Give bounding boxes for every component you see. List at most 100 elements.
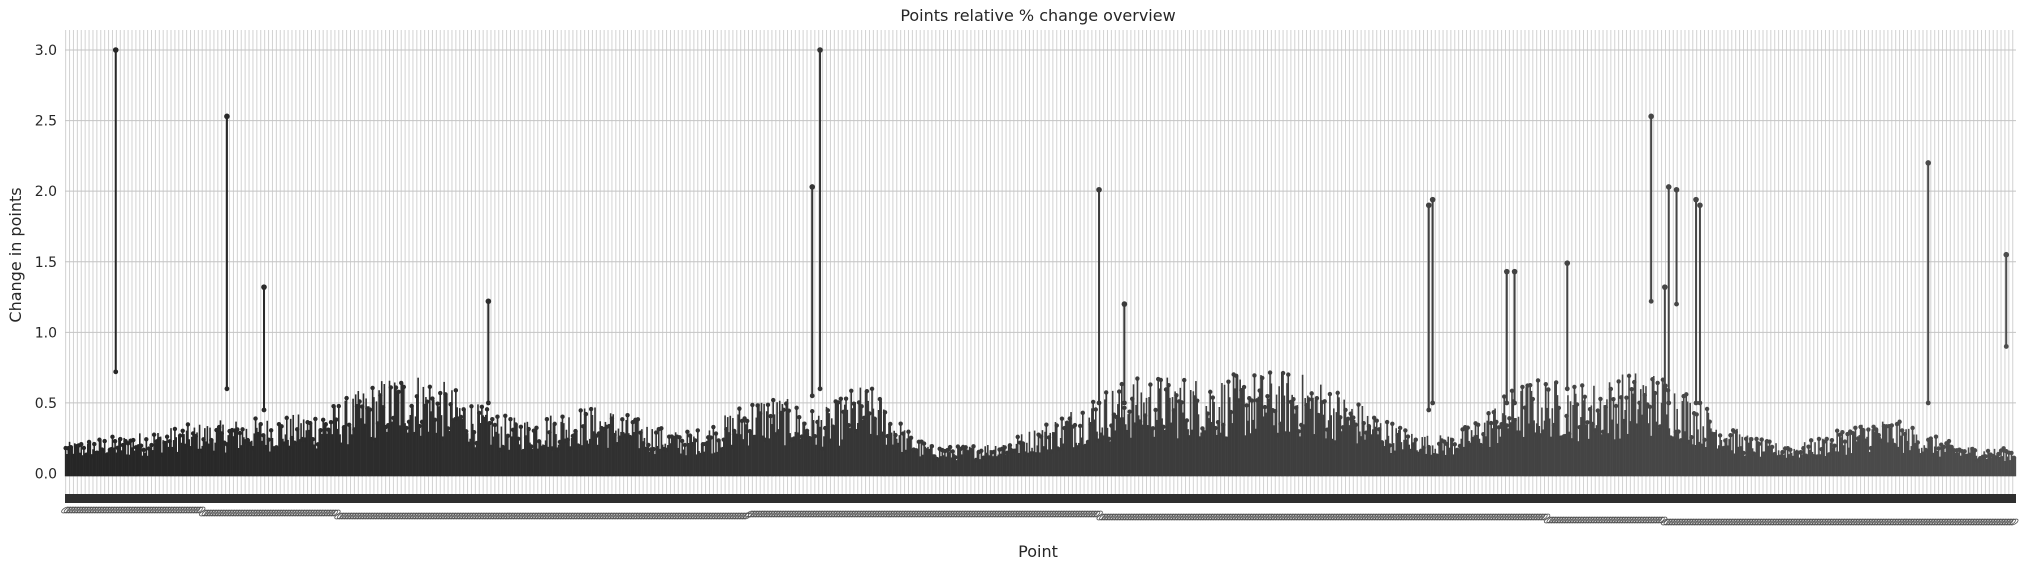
data-point: [328, 420, 334, 425]
data-point: [804, 428, 810, 434]
data-point: [1652, 390, 1658, 396]
data-point: [258, 421, 263, 427]
data-point: [692, 438, 698, 443]
data-point: [141, 447, 146, 453]
data-point: [1574, 402, 1580, 407]
data-point: [1741, 450, 1746, 456]
peak-point-high: [1564, 260, 1571, 266]
x-tick-label: [1655, 516, 1665, 524]
data-point: [1572, 384, 1577, 390]
data-point: [1704, 406, 1710, 412]
data-point: [906, 429, 911, 434]
peak-point-low: [1666, 400, 1672, 406]
data-point: [953, 455, 958, 460]
data-point: [279, 424, 284, 429]
data-point: [487, 420, 492, 426]
data-point: [651, 446, 656, 452]
data-point: [575, 443, 581, 448]
data-point: [445, 426, 451, 431]
data-point: [469, 404, 474, 409]
marks-layer: [63, 47, 2017, 477]
data-point: [578, 408, 583, 413]
data-point: [81, 445, 87, 451]
data-point: [1309, 391, 1314, 396]
data-point: [177, 433, 183, 438]
data-point: [1119, 381, 1124, 387]
data-point: [1291, 397, 1296, 402]
peak-point-low: [1426, 407, 1432, 413]
data-point: [653, 430, 659, 435]
data-point: [1161, 424, 1166, 430]
data-point: [458, 414, 464, 420]
data-point: [185, 422, 191, 427]
data-point: [1759, 437, 1764, 442]
data-point: [471, 429, 477, 435]
peak-point-high: [1665, 184, 1672, 190]
data-point: [1015, 434, 1020, 440]
data-point: [1821, 439, 1827, 444]
data-point: [1928, 436, 1934, 441]
data-point: [370, 385, 375, 391]
data-point: [237, 430, 243, 436]
data-point: [102, 438, 107, 444]
data-point: [357, 399, 362, 404]
data-point: [908, 435, 914, 441]
data-point: [768, 413, 773, 419]
data-point: [1647, 404, 1653, 410]
data-point: [495, 414, 500, 419]
peak-point-low: [817, 386, 823, 392]
peak-point-low: [485, 400, 491, 406]
data-point: [1371, 415, 1377, 421]
data-point: [1899, 428, 1905, 433]
data-point: [1507, 416, 1512, 421]
data-point: [947, 444, 953, 450]
data-point: [869, 386, 875, 392]
data-point: [1520, 384, 1525, 390]
data-point: [1314, 395, 1320, 401]
data-point: [1756, 441, 1762, 447]
peak-point-high: [1121, 301, 1128, 307]
data-point: [945, 447, 950, 453]
data-point: [846, 422, 851, 428]
data-point: [921, 441, 927, 446]
data-point: [1613, 403, 1619, 409]
data-point: [149, 442, 154, 448]
data-point: [118, 436, 123, 442]
data-point: [1915, 440, 1920, 445]
data-point: [1582, 394, 1588, 399]
data-point: [797, 415, 802, 420]
peak-point-high: [1662, 284, 1668, 290]
data-point: [323, 422, 328, 427]
data-point: [1889, 423, 1894, 428]
y-tick-label: 0.5: [35, 396, 57, 412]
data-point: [320, 417, 326, 423]
data-point: [1195, 398, 1200, 403]
data-point: [1996, 451, 2001, 457]
data-point: [1611, 396, 1616, 402]
data-point: [1166, 382, 1171, 388]
data-point: [859, 404, 864, 409]
peak-point-high: [224, 113, 230, 120]
data-point: [1780, 449, 1785, 455]
y-tick-label: 1.5: [35, 255, 57, 271]
data-point: [1353, 422, 1359, 427]
x-tick-label: [331, 509, 341, 517]
data-point: [867, 411, 872, 416]
data-point: [1655, 380, 1660, 386]
data-point: [1788, 447, 1793, 452]
data-point: [1486, 411, 1491, 416]
data-point: [1361, 420, 1366, 426]
peak-point-low: [1662, 386, 1668, 392]
data-point: [1676, 429, 1681, 434]
data-point: [1816, 436, 1822, 442]
data-point: [695, 428, 700, 433]
data-point: [1866, 427, 1871, 432]
data-point: [1595, 408, 1601, 413]
data-point: [1077, 423, 1083, 429]
x-tick-label: [1091, 510, 1101, 518]
data-point: [1080, 410, 1085, 416]
data-point: [1403, 428, 1408, 433]
data-point: [979, 448, 984, 454]
data-point: [240, 427, 245, 432]
